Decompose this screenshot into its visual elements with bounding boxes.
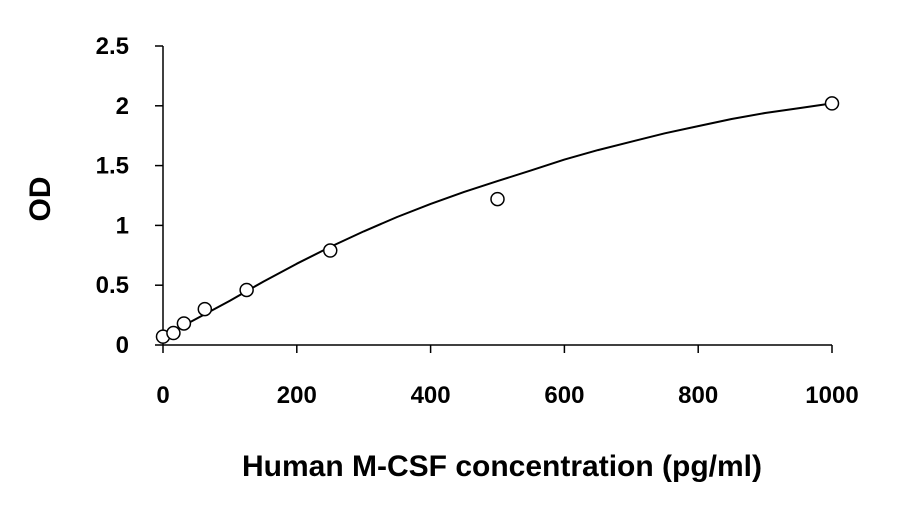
axes	[155, 45, 833, 353]
fit-curve-layer	[162, 102, 833, 338]
y-tick-label: 1.5	[96, 153, 129, 180]
x-axis-title: Human M-CSF concentration (pg/ml)	[242, 450, 762, 483]
y-tick-label: 1	[116, 212, 129, 239]
data-points-layer	[155, 96, 840, 344]
x-tick-label: 200	[277, 382, 317, 409]
y-tick-label: 0	[116, 332, 129, 359]
y-tick-label: 2	[116, 93, 129, 120]
fit-curve	[162, 102, 833, 338]
y-axis-title: OD	[24, 177, 57, 222]
data-point	[197, 301, 213, 317]
data-point	[239, 282, 254, 298]
data-point	[166, 325, 181, 341]
x-tick-label: 800	[678, 382, 718, 409]
x-tick-label: 1000	[805, 382, 858, 409]
data-point	[490, 191, 505, 207]
y-tick-label: 2.5	[96, 33, 129, 60]
data-point	[176, 316, 192, 331]
y-tick-label: 0.5	[96, 272, 129, 299]
x-tick-label: 0	[156, 382, 169, 409]
x-tick-label: 600	[544, 382, 584, 409]
x-tick-label: 400	[411, 382, 451, 409]
tick-labels-layer: 0 0.5 1 1.5 2 2.5 0 200 400 600 800 1000	[96, 33, 859, 409]
data-point	[323, 243, 338, 258]
data-point	[824, 96, 840, 111]
